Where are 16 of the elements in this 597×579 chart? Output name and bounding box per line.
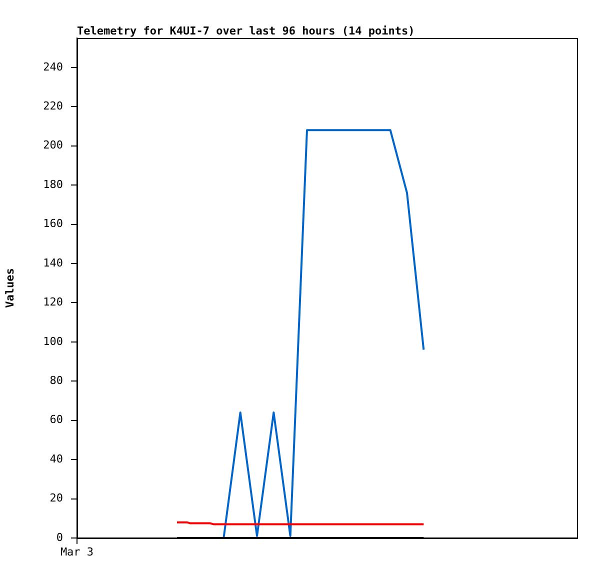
y-tick-label: 40 — [50, 452, 63, 466]
y-tick-label: 80 — [50, 374, 63, 387]
y-tick-label: 240 — [43, 60, 63, 74]
y-axis-title: Values — [3, 268, 16, 308]
y-tick-label: 160 — [43, 217, 63, 230]
y-tick-label: 20 — [50, 492, 63, 505]
y-tick-label: 60 — [50, 413, 63, 426]
y-tick-label: 200 — [43, 138, 63, 152]
x-tick-label: Mar 3 — [60, 545, 94, 558]
y-tick-label: 140 — [43, 256, 63, 270]
y-tick-label: 0 — [56, 530, 63, 544]
y-tick-label: 220 — [43, 99, 63, 112]
chart-title: Telemetry for K4UI-7 over last 96 hours (14 points) — [77, 24, 415, 38]
y-tick-label: 100 — [43, 334, 63, 348]
y-tick-label: 180 — [43, 178, 63, 191]
y-tick-label: 120 — [43, 296, 63, 309]
